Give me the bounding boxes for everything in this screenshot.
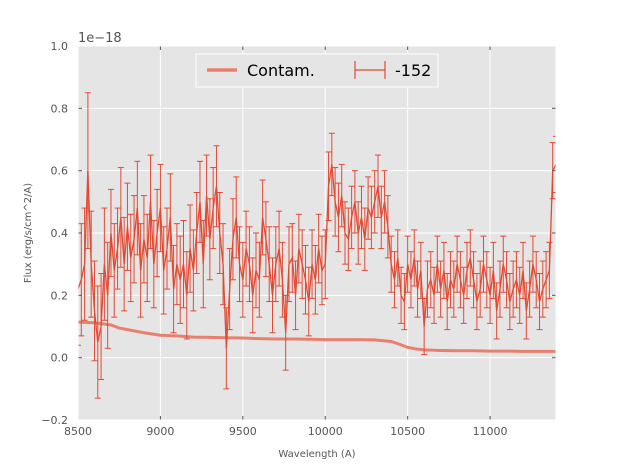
y-axis-label: Flux (erg/s/cm^2/A) (23, 183, 34, 283)
legend: Contam. -152 (195, 53, 439, 88)
y-tick-label: 0.2 (51, 289, 69, 302)
x-tick-label: 11000 (473, 425, 508, 438)
x-tick-label: 10000 (308, 425, 343, 438)
x-tick-label: 8500 (64, 425, 92, 438)
y-tick-label: 1.0 (51, 40, 69, 53)
y-tick-label: 0.8 (51, 102, 69, 115)
legend-errorbar-swatch (354, 61, 386, 79)
y-tick-label: 0.6 (51, 165, 69, 178)
legend-spectrum-label: -152 (395, 61, 431, 80)
ticks: 8500 9000 9500 10000 10500 11000 −0.2 0.0 0.2 0.4… (41, 40, 557, 438)
x-axis-label: Wavelength (A) (278, 449, 355, 460)
series-layer (78, 92, 556, 399)
errorbar (553, 135, 556, 193)
contam-line (78, 320, 556, 353)
y-tick-label: 0.4 (51, 227, 69, 240)
x-tick-label: 9000 (146, 425, 174, 438)
spectrum-line (78, 164, 556, 349)
x-tick-label: 10500 (390, 425, 425, 438)
x-tick-label: 9500 (229, 425, 257, 438)
plot-frame (77, 45, 557, 421)
legend-contam-label: Contam. (247, 61, 315, 80)
y-tick-label: 0.0 (51, 352, 69, 365)
y-offset-label: 1e−18 (78, 31, 122, 46)
y-tick-label: −0.2 (41, 414, 68, 427)
